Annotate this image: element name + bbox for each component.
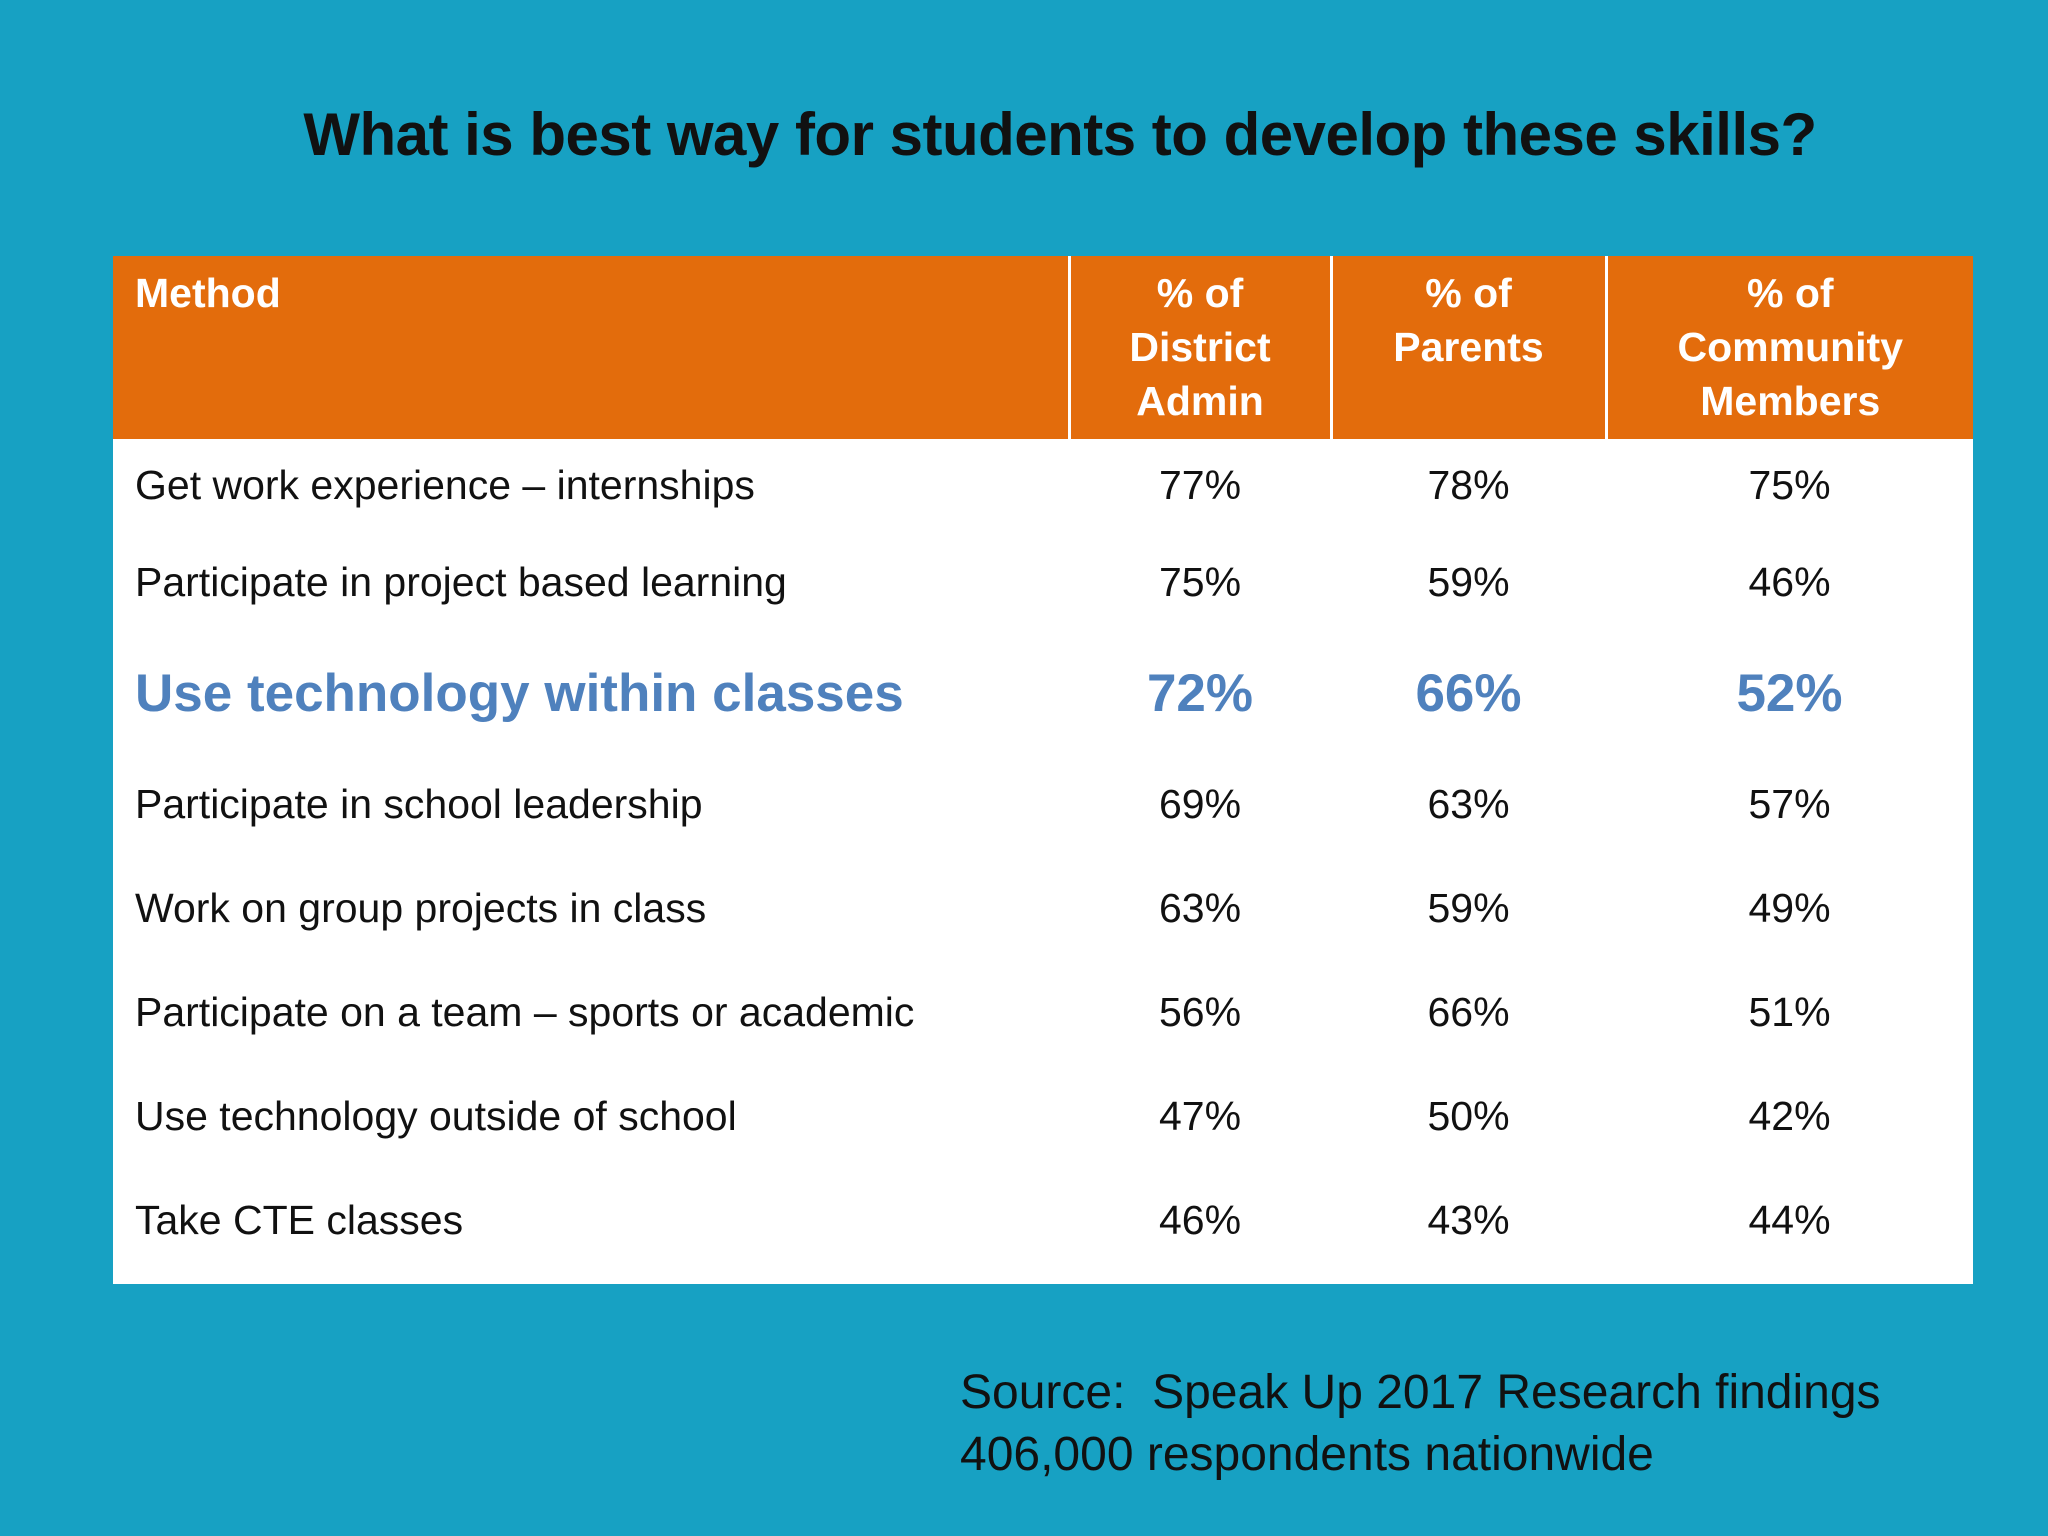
header-parents-line-1: % of <box>1425 270 1512 316</box>
district-admin-value: 72% <box>1146 663 1254 723</box>
method-cell: Participate in project based learning <box>135 558 787 605</box>
table-row: Work on group projects in class 63% 59% … <box>113 856 1973 960</box>
community-value: 75% <box>1748 462 1831 509</box>
table-row: Participate on a team – sports or academ… <box>113 960 1973 1064</box>
method-cell: Take CTE classes <box>135 1196 464 1243</box>
parents-value: 59% <box>1427 884 1510 931</box>
header-district-admin: % of District Admin <box>1069 256 1333 442</box>
parents-value: 63% <box>1427 780 1510 827</box>
table-row: Take CTE classes 46% 43% 44% <box>113 1168 1973 1272</box>
source-note: Source: Speak Up 2017 Research findings … <box>960 1362 1881 1486</box>
header-parents: % of Parents <box>1331 256 1608 442</box>
method-cell: Work on group projects in class <box>135 884 707 931</box>
header-community-members-line-3: Members <box>1700 378 1881 424</box>
header-community-members-line-1: % of <box>1746 270 1834 316</box>
district-admin-value: 56% <box>1158 988 1242 1035</box>
community-value: 57% <box>1748 780 1831 827</box>
header-method: Method <box>113 256 1071 442</box>
survey-table: Method % of District Admin % of Parents … <box>113 256 1973 1272</box>
source-line-2: 406,000 respondents nationwide <box>960 1428 1654 1481</box>
parents-value: 66% <box>1415 663 1522 723</box>
table-row: Participate in project based learning 75… <box>113 530 1973 634</box>
header-district-admin-line-1: % of <box>1156 270 1244 316</box>
table-row: Use technology outside of school 47% 50%… <box>113 1064 1973 1168</box>
district-admin-value: 46% <box>1158 1196 1242 1243</box>
district-admin-value: 63% <box>1158 884 1242 931</box>
table-row-highlighted: Use technology within classes 72% 66% 52… <box>113 634 1973 752</box>
district-admin-value: 47% <box>1158 1092 1242 1139</box>
table-row: Get work experience – internships 77% 78… <box>113 440 1973 530</box>
community-value: 52% <box>1736 663 1843 723</box>
slide-title: What is best way for students to develop… <box>303 101 1817 168</box>
community-value: 49% <box>1748 884 1831 931</box>
parents-value: 43% <box>1427 1196 1510 1243</box>
header-method-label: Method <box>135 270 281 316</box>
source-line-1: Source: Speak Up 2017 Research findings <box>960 1366 1881 1419</box>
survey-table-container: Method % of District Admin % of Parents … <box>113 256 1973 1284</box>
table-header-row: Method % of District Admin % of Parents … <box>113 256 1973 442</box>
header-district-admin-line-3: Admin <box>1136 378 1264 424</box>
community-value: 42% <box>1748 1092 1831 1139</box>
parents-value: 50% <box>1427 1092 1510 1139</box>
district-admin-value: 75% <box>1158 558 1242 605</box>
parents-value: 78% <box>1427 462 1510 509</box>
header-district-admin-line-2: District <box>1129 324 1271 370</box>
method-cell: Use technology within classes <box>135 663 904 723</box>
method-cell: Use technology outside of school <box>135 1092 737 1139</box>
parents-value: 66% <box>1427 988 1510 1035</box>
community-value: 44% <box>1748 1196 1831 1243</box>
header-community-members-line-2: Community <box>1677 324 1904 370</box>
header-community-members: % of Community Members <box>1606 256 1973 442</box>
community-value: 51% <box>1748 988 1831 1035</box>
district-admin-value: 69% <box>1158 780 1242 827</box>
district-admin-value: 77% <box>1158 462 1242 509</box>
method-cell: Participate in school leadership <box>135 780 703 827</box>
method-cell: Get work experience – internships <box>135 462 755 509</box>
table-row: Participate in school leadership 69% 63%… <box>113 752 1973 856</box>
header-parents-line-2: Parents <box>1393 324 1544 370</box>
community-value: 46% <box>1748 558 1831 605</box>
parents-value: 59% <box>1427 558 1510 605</box>
method-cell: Participate on a team – sports or academ… <box>135 988 915 1035</box>
